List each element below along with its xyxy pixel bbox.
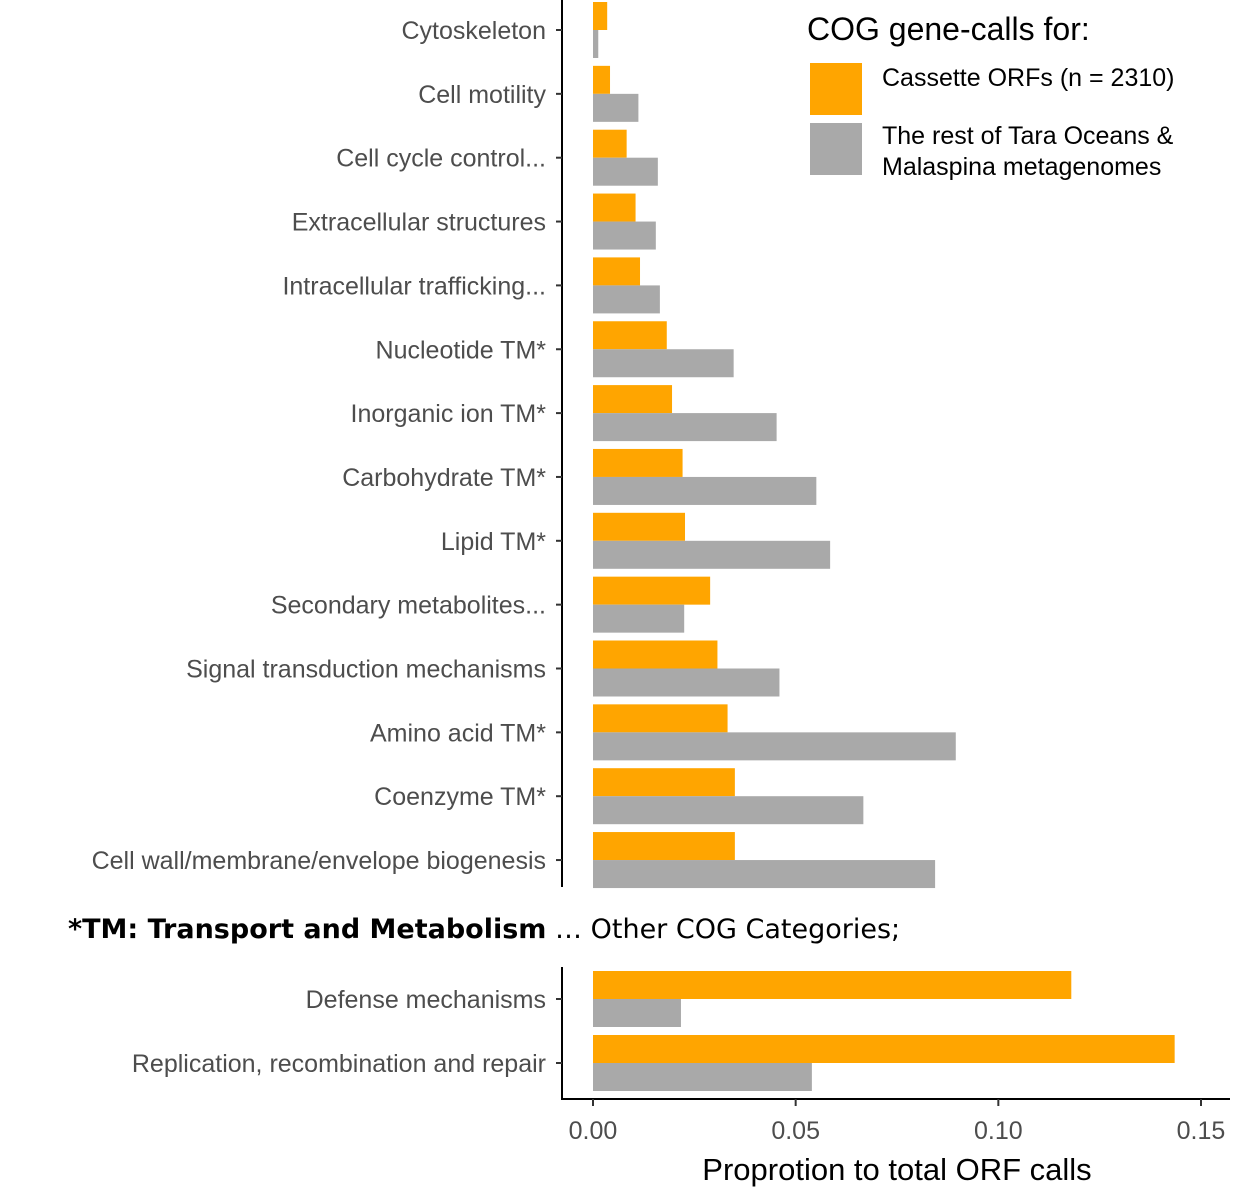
category-label: Inorganic ion TM* <box>351 400 547 428</box>
category-label: Defense mechanisms <box>306 986 546 1014</box>
bar-rest <box>593 413 777 442</box>
bar-cassette <box>593 512 686 541</box>
category-label: Cell motility <box>418 81 546 109</box>
bar-cassette <box>593 576 711 605</box>
bar-rest <box>593 349 734 378</box>
bar-cassette <box>593 321 667 350</box>
top-panel: Cytoskeleton Cell motility Cell cycle cont… <box>92 0 956 889</box>
legend-swatch-rest <box>810 123 862 175</box>
bar-cassette <box>593 704 728 733</box>
category-label: Cell wall/membrane/envelope biogenesis <box>92 847 546 875</box>
bar-rest <box>593 796 864 825</box>
category-label: Replication, recombination and repair <box>132 1050 546 1078</box>
legend-label-rest-line1: The rest of Tara Oceans & <box>882 122 1174 150</box>
legend: COG gene-calls for: Cassette ORFs (n = 2… <box>807 11 1174 181</box>
category-label: Intracellular trafficking... <box>282 272 546 300</box>
bar-rest <box>593 732 956 761</box>
category-label: Secondary metabolites... <box>271 592 546 620</box>
bar-cassette <box>593 385 673 414</box>
bar-cassette <box>593 971 1072 999</box>
category-label: Carbohydrate TM* <box>342 464 546 492</box>
bar-rest <box>593 604 685 633</box>
bar-cassette <box>593 129 627 158</box>
bar-cassette <box>593 65 611 94</box>
bar-cassette <box>593 640 718 669</box>
bar-rest <box>593 93 639 122</box>
tm-footnote-normal: … Other COG Categories; <box>546 914 900 945</box>
bar-rest <box>593 30 599 58</box>
legend-swatch-cassette <box>810 63 862 115</box>
bar-cassette <box>593 448 683 477</box>
bar-rest <box>593 999 681 1027</box>
category-label: Cytoskeleton <box>401 17 546 45</box>
category-label: Lipid TM* <box>441 528 546 556</box>
legend-label-rest-line2: Malaspina metagenomes <box>882 153 1161 181</box>
legend-title: COG gene-calls for: <box>807 11 1090 47</box>
bar-rest <box>593 476 817 505</box>
bar-rest <box>593 221 656 250</box>
bar-cassette <box>593 832 735 861</box>
bar-rest <box>593 157 658 186</box>
category-label: Coenzyme TM* <box>374 783 546 811</box>
x-tick-label: 0.00 <box>569 1117 618 1145</box>
bar-rest <box>593 668 780 697</box>
bar-cassette <box>593 2 608 30</box>
category-label: Extracellular structures <box>292 209 546 237</box>
bar-cassette <box>593 193 636 222</box>
category-label: Nucleotide TM* <box>376 336 547 364</box>
category-label: Amino acid TM* <box>370 719 546 747</box>
bar-cassette <box>593 768 735 797</box>
x-tick-label: 0.05 <box>771 1117 820 1145</box>
bar-rest <box>593 860 936 889</box>
tm-footnote: *TM: Transport and Metabolism … Other CO… <box>68 914 900 945</box>
legend-label-cassette: Cassette ORFs (n = 2310) <box>882 64 1174 92</box>
bar-cassette <box>593 1035 1175 1063</box>
bar-rest <box>593 285 660 314</box>
bar-cassette <box>593 257 641 286</box>
bottom-panel: Defense mechanisms Replication, recombina… <box>132 967 1230 1145</box>
tm-footnote-bold: *TM: Transport and Metabolism <box>68 914 546 945</box>
x-tick-label: 0.15 <box>1177 1117 1226 1145</box>
bar-rest <box>593 1063 812 1091</box>
bar-rest <box>593 540 831 569</box>
x-axis-title: Proprotion to total ORF calls <box>702 1152 1091 1187</box>
category-label: Cell cycle control... <box>336 145 546 173</box>
category-label: Signal transduction mechanisms <box>186 656 546 684</box>
x-tick-label: 0.10 <box>974 1117 1023 1145</box>
